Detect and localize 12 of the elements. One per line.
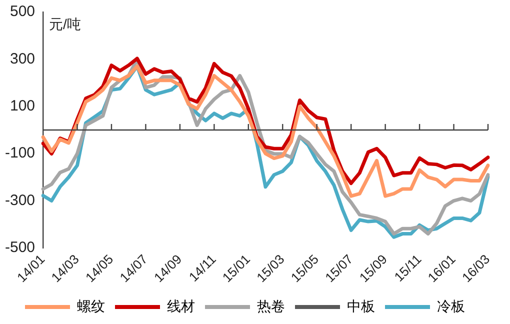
y-tick-label: 500 xyxy=(10,3,36,20)
legend-label: 中板 xyxy=(347,298,375,314)
y-tick-label: -500 xyxy=(4,239,36,256)
y-tick-label: 100 xyxy=(10,98,36,115)
y-axis-title: 元/吨 xyxy=(49,16,81,32)
y-tick-label: 300 xyxy=(10,50,36,68)
legend-label: 冷板 xyxy=(437,298,465,314)
legend-label: 线材 xyxy=(167,298,195,314)
legend-label: 热卷 xyxy=(257,298,285,314)
y-tick-label: -100 xyxy=(4,144,36,162)
legend-label: 螺纹 xyxy=(77,298,105,314)
y-tick-label: -300 xyxy=(4,192,36,209)
